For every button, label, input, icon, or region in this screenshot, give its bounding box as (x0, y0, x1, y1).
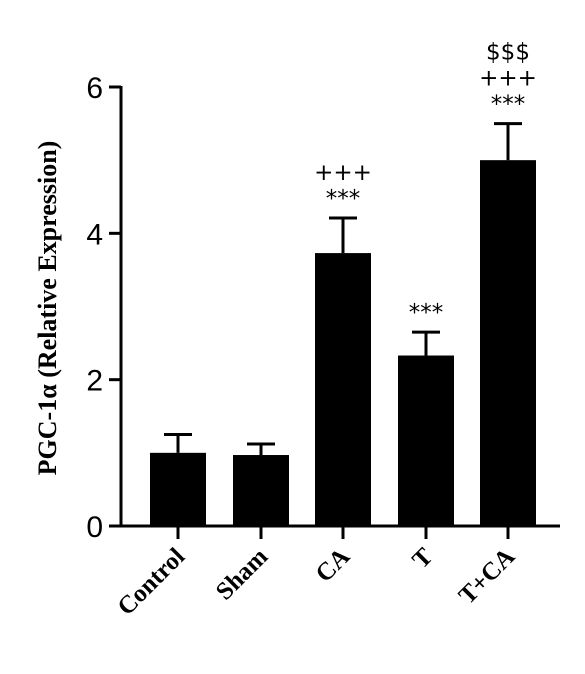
y-tick-label: 4 (86, 218, 103, 251)
y-axis-title: PGC-1α (Relative Expression) (33, 141, 62, 476)
bar-t-ca (480, 160, 536, 526)
bar-t (398, 355, 454, 526)
x-tick-label: Sham (211, 543, 273, 605)
significance-label: +++ (314, 160, 372, 186)
bar-control (150, 452, 206, 526)
x-tick-label: T (407, 543, 438, 574)
x-tick-label: T+CA (454, 543, 520, 609)
bar-ca (315, 253, 371, 527)
significance-label: +++ (479, 66, 537, 92)
significance-label: $$$ (486, 40, 530, 66)
x-tick-label: CA (311, 543, 356, 588)
significance-label: *** (326, 186, 361, 212)
y-tick-label: 0 (86, 511, 103, 544)
y-tick-label: 2 (86, 365, 103, 398)
significance-label: *** (409, 300, 444, 326)
significance-label: *** (491, 92, 526, 118)
y-tick-label: 6 (86, 72, 103, 105)
bar-sham (233, 455, 289, 526)
x-tick-label: Control (113, 543, 191, 621)
